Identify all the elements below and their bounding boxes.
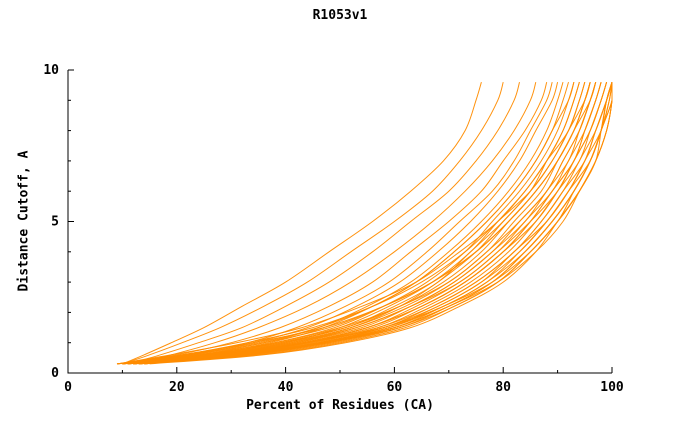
y-tick-label: 5 [51,215,59,230]
y-tick-label: 0 [51,366,59,381]
series-line [116,81,586,365]
series-line [133,81,537,365]
chart-title: R1053v1 [312,8,368,23]
series-line [127,81,520,365]
x-tick-label: 80 [495,380,511,395]
series-line [116,81,591,365]
series-line [138,81,608,365]
series-line [138,82,613,365]
series-line [149,82,613,365]
series-line [122,81,553,365]
x-tick-label: 0 [64,380,72,395]
x-tick-label: 40 [278,380,294,395]
series-line [127,81,602,365]
series-line [122,81,575,365]
series-line [122,81,482,365]
y-tick-label: 10 [43,63,59,78]
x-tick-label: 100 [600,380,624,395]
x-tick-label: 20 [169,380,185,395]
series-line [116,81,591,365]
series-line [122,81,586,365]
series-line [144,81,602,365]
series-line [122,81,504,365]
series-line [116,81,548,365]
series-line [127,81,580,365]
series-line [122,81,591,365]
series-line [133,81,597,365]
x-tick-label: 60 [387,380,403,395]
series-line [116,81,575,365]
series-line [133,81,597,365]
x-axis-label: Percent of Residues (CA) [246,398,434,413]
